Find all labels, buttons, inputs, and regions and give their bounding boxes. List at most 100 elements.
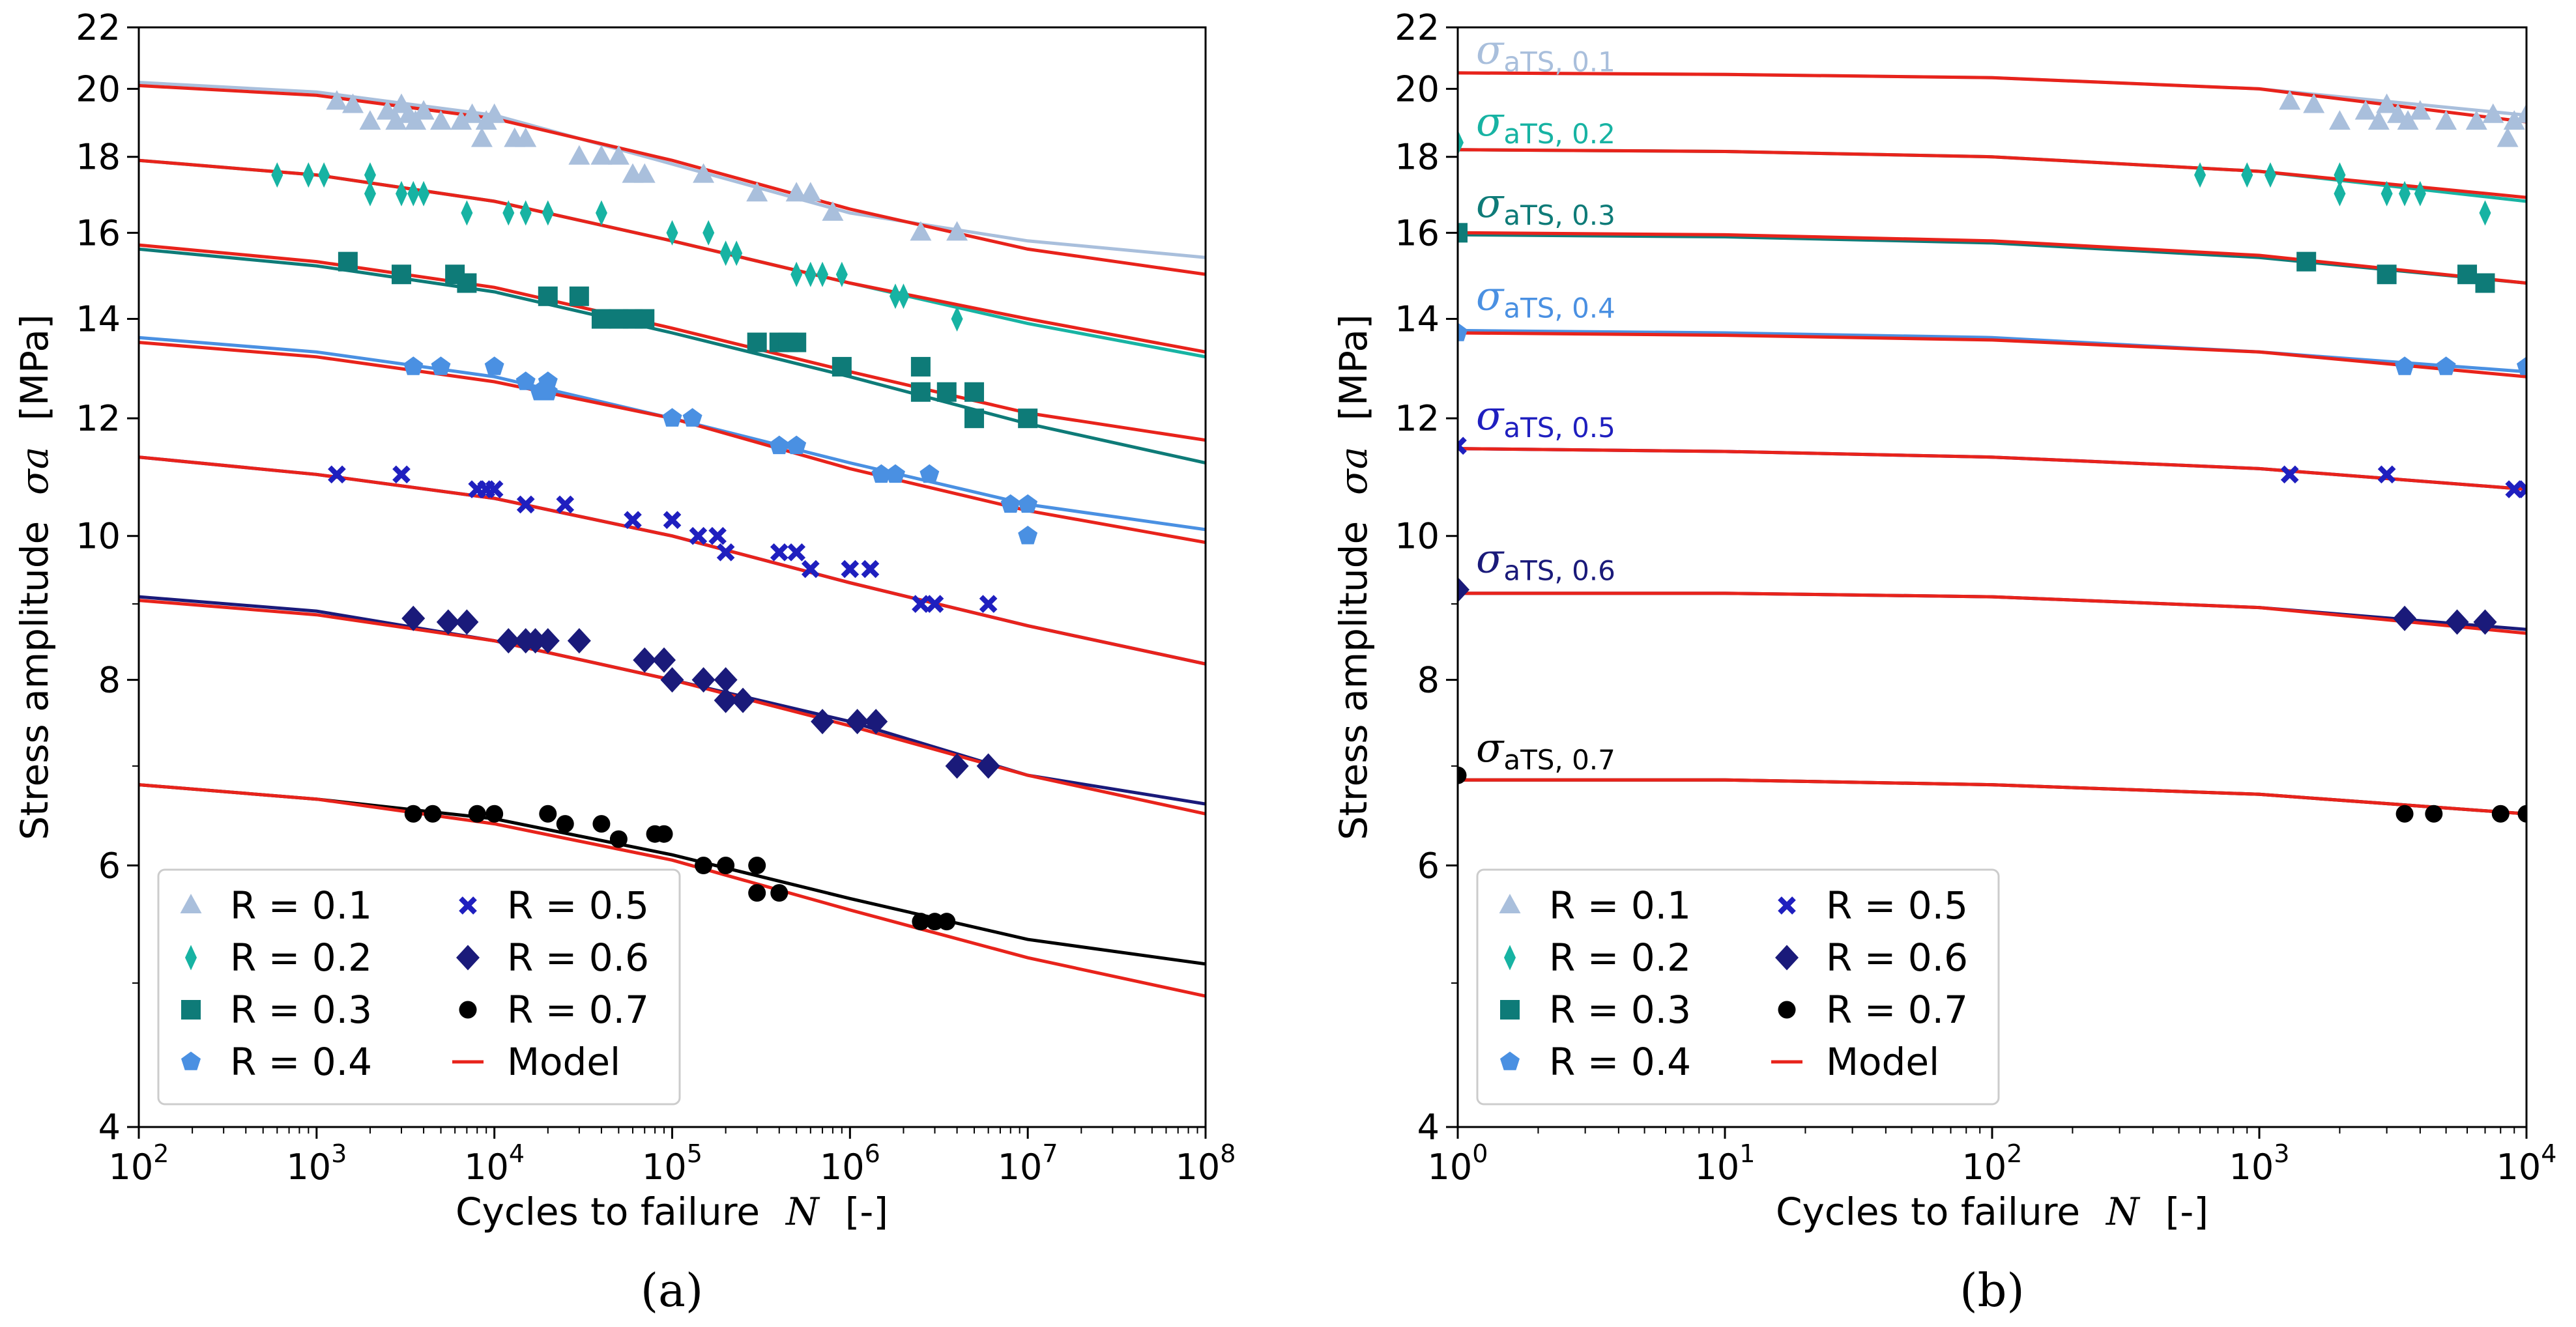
data-point bbox=[2280, 465, 2299, 484]
legend-label: Model bbox=[1826, 1040, 1939, 1084]
data-point bbox=[817, 261, 829, 287]
data-point bbox=[1458, 577, 1469, 603]
data-point bbox=[376, 100, 398, 120]
data-point bbox=[889, 283, 901, 309]
data-point bbox=[461, 200, 473, 226]
data-point bbox=[1458, 130, 1464, 156]
data-point bbox=[945, 753, 969, 779]
series-5 bbox=[1458, 436, 2526, 498]
series-1 bbox=[2279, 90, 2526, 147]
data-point bbox=[2399, 180, 2411, 207]
data-point bbox=[1018, 526, 1038, 545]
data-point bbox=[2387, 103, 2409, 123]
y-tick-label: 12 bbox=[1395, 398, 1440, 439]
data-point bbox=[302, 162, 315, 188]
data-point bbox=[418, 180, 430, 207]
y-tick-label: 18 bbox=[1395, 137, 1440, 178]
data-point bbox=[271, 162, 283, 188]
data-point bbox=[746, 182, 768, 202]
data-point bbox=[2241, 162, 2253, 188]
data-point bbox=[785, 182, 807, 202]
chart-panel-a: 102 103 104 105 106 107 108 4 6 8 10 12 14 16 18 20 22 Cy… bbox=[12, 7, 1236, 1317]
data-point bbox=[979, 595, 998, 613]
data-point bbox=[403, 356, 424, 375]
data-point bbox=[2395, 805, 2414, 823]
data-point bbox=[861, 560, 880, 578]
annotation-label: σaTS, 0.6 bbox=[1476, 535, 1615, 587]
data-point bbox=[538, 286, 558, 306]
y-tick-label: 10 bbox=[76, 516, 121, 557]
x-tick-label: 104 bbox=[2496, 1139, 2557, 1188]
data-point bbox=[714, 687, 738, 713]
data-point bbox=[925, 595, 944, 613]
legend-marker bbox=[1499, 894, 1521, 913]
data-point bbox=[946, 221, 968, 241]
data-point bbox=[1458, 223, 1468, 243]
data-point bbox=[338, 251, 358, 272]
data-point bbox=[964, 382, 985, 402]
data-point bbox=[635, 309, 655, 329]
data-point bbox=[457, 273, 477, 293]
data-point bbox=[1458, 436, 1467, 455]
data-point bbox=[2381, 180, 2393, 207]
fit-line-6 bbox=[1458, 592, 2526, 631]
data-point bbox=[832, 356, 852, 377]
fit-line-6 bbox=[139, 595, 1206, 806]
data-point bbox=[470, 127, 493, 147]
plot-frame bbox=[137, 26, 1207, 1128]
data-point bbox=[655, 825, 673, 843]
legend-label: R = 0.5 bbox=[507, 883, 649, 928]
data-point bbox=[660, 667, 684, 693]
data-point bbox=[719, 240, 732, 266]
legend-box bbox=[157, 868, 681, 1106]
legend-label: R = 0.2 bbox=[1549, 935, 1691, 980]
data-point bbox=[485, 480, 504, 498]
y-tick-label: 8 bbox=[98, 660, 121, 701]
data-point bbox=[845, 709, 869, 735]
data-point bbox=[864, 709, 888, 735]
model-line-1 bbox=[1458, 71, 2526, 124]
plot-frame bbox=[1456, 26, 2528, 1128]
data-point bbox=[2445, 609, 2469, 635]
data-point bbox=[666, 220, 678, 246]
y-tick-label: 18 bbox=[76, 137, 121, 178]
data-point bbox=[2334, 162, 2346, 188]
subfigure-label: (a) bbox=[641, 1264, 703, 1317]
legend-label: R = 0.1 bbox=[1549, 883, 1691, 928]
data-point bbox=[536, 628, 560, 654]
legend-marker bbox=[1504, 945, 1516, 971]
plot-area bbox=[139, 81, 1206, 998]
series-4 bbox=[1458, 322, 2526, 375]
data-point bbox=[2457, 264, 2478, 285]
data-point bbox=[1018, 494, 1038, 513]
y-tick-label: 16 bbox=[1395, 212, 1440, 253]
fit-line-4 bbox=[139, 335, 1206, 532]
data-point bbox=[515, 127, 537, 147]
data-point bbox=[431, 356, 451, 375]
annotation-label: σaTS, 0.4 bbox=[1476, 272, 1615, 324]
data-point bbox=[910, 356, 931, 377]
data-point bbox=[2334, 180, 2346, 207]
data-point bbox=[633, 163, 656, 183]
data-point bbox=[731, 687, 755, 713]
data-point bbox=[485, 805, 504, 823]
legend-marker bbox=[180, 894, 202, 913]
legend-marker bbox=[181, 1000, 201, 1020]
data-point bbox=[455, 609, 479, 635]
data-point bbox=[407, 180, 420, 207]
data-point bbox=[568, 145, 590, 165]
series-3 bbox=[1458, 223, 2495, 293]
data-point bbox=[748, 884, 766, 902]
legend-label: R = 0.2 bbox=[230, 935, 372, 980]
data-point bbox=[609, 830, 628, 848]
data-point bbox=[567, 628, 591, 654]
series-4 bbox=[403, 356, 1038, 545]
fit-line-5 bbox=[1458, 447, 2526, 491]
data-point bbox=[401, 605, 426, 631]
data-point bbox=[2194, 162, 2207, 188]
data-point bbox=[484, 103, 506, 123]
annotation-label: σaTS, 0.1 bbox=[1476, 26, 1615, 78]
data-point bbox=[392, 465, 411, 484]
model-line-5 bbox=[1458, 447, 2526, 491]
